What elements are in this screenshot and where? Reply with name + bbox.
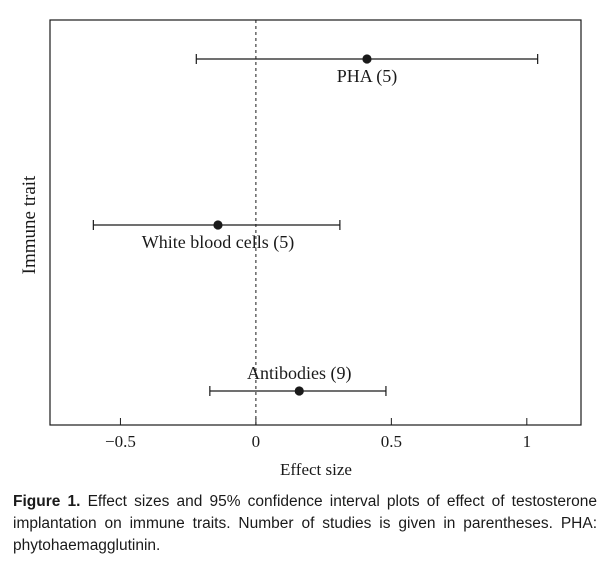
effect-row: Antibodies (9) (209, 363, 387, 396)
effect-size-point (213, 220, 223, 230)
caption-label: Figure 1. (13, 493, 81, 510)
effect-size-point (294, 386, 304, 396)
trait-label: PHA (5) (337, 66, 398, 87)
x-tick-label: 0.5 (381, 432, 402, 451)
plot-frame (49, 19, 582, 426)
forest-plot: −0.5 0 0.5 1 PHA (5) White blood cells (5) An… (19, 19, 582, 479)
x-tick-label: 1 (523, 432, 532, 451)
effect-size-point (362, 54, 372, 64)
x-axis-label: Effect size (280, 460, 352, 479)
effect-row: PHA (5) (195, 54, 539, 87)
x-tick-label: 0 (252, 432, 261, 451)
y-axis-label: Immune trait (19, 175, 40, 274)
effect-row: White blood cells (5) (92, 220, 341, 253)
effect-size-marks: PHA (5) White blood cells (5) Antibodies (… (92, 54, 539, 396)
trait-label: Antibodies (9) (247, 363, 351, 384)
x-axis-ticks: −0.5 0 0.5 1 (105, 418, 531, 451)
caption-text: Effect sizes and 95% confidence interval… (13, 493, 597, 554)
trait-label: White blood cells (5) (142, 232, 294, 253)
x-tick-label: −0.5 (105, 432, 136, 451)
figure-caption: Figure 1. Effect sizes and 95% confidenc… (13, 491, 597, 557)
